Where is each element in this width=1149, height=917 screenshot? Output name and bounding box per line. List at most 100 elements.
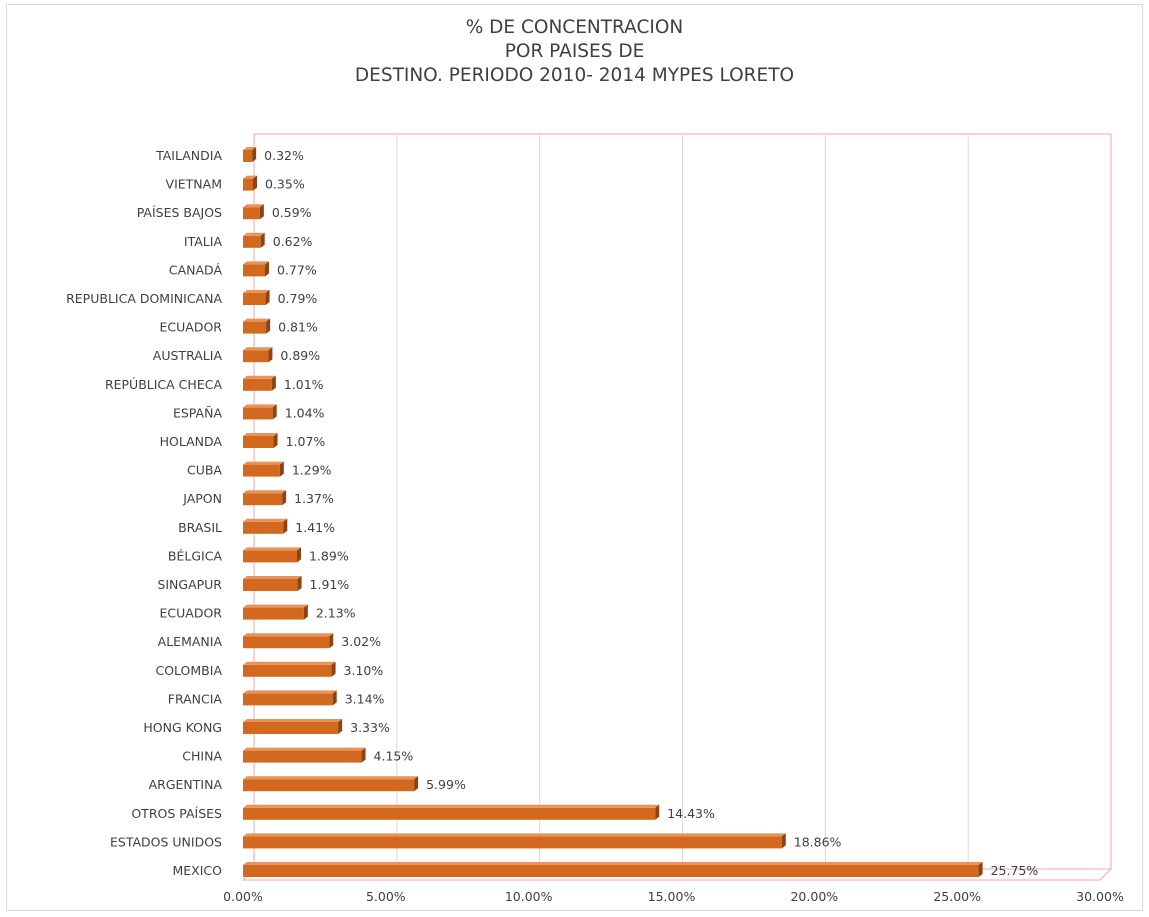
- bar: [243, 235, 261, 248]
- category-label: SINGAPUR: [157, 577, 222, 592]
- category-label: VIETNAM: [166, 177, 222, 192]
- data-label: 3.02%: [341, 634, 381, 649]
- bar-side-face: [264, 261, 269, 277]
- bar: [243, 693, 333, 706]
- data-label: 0.62%: [273, 234, 313, 249]
- bar-top-face: [243, 576, 302, 579]
- data-label: 3.14%: [345, 691, 385, 706]
- category-label: BÉLGICA: [168, 548, 223, 563]
- chart-title-line-1: % DE CONCENTRACION: [465, 17, 684, 38]
- data-label: 14.43%: [667, 806, 715, 821]
- data-label: 1.91%: [310, 577, 350, 592]
- data-label: 0.32%: [264, 148, 304, 163]
- category-label: ALEMANIA: [158, 634, 223, 649]
- bar-top-face: [243, 747, 366, 751]
- bar-top-face: [243, 661, 336, 665]
- bar: [243, 807, 656, 820]
- category-label: REPUBLICA DOMINICANA: [66, 291, 222, 306]
- bar-top-face: [243, 147, 257, 150]
- bar-side-face: [329, 633, 334, 649]
- bar-top-face: [243, 404, 277, 408]
- category-label: FRANCIA: [168, 691, 223, 706]
- category-label: MEXICO: [173, 863, 223, 878]
- data-label: 1.37%: [294, 491, 334, 506]
- data-label: 1.07%: [286, 434, 326, 449]
- bar: [243, 464, 280, 477]
- bar: [243, 378, 272, 391]
- bar-top-face: [243, 547, 301, 551]
- category-label: OTROS PAÍSES: [131, 806, 222, 821]
- bar-top-face: [243, 833, 786, 837]
- bar: [243, 436, 274, 448]
- chart-title-line-2: POR PAISES DE: [504, 41, 645, 62]
- bar: [243, 664, 332, 677]
- data-label: 1.29%: [292, 463, 332, 478]
- bar-side-face: [303, 604, 308, 620]
- bar-side-face: [283, 518, 288, 534]
- data-label: 0.35%: [265, 177, 305, 192]
- bar-top-face: [243, 261, 269, 265]
- bar-side-face: [332, 690, 337, 706]
- category-label: HONG KONG: [143, 720, 222, 735]
- category-label: COLOMBIA: [155, 663, 222, 678]
- category-label: CHINA: [182, 749, 222, 764]
- category-label: ESPAÑA: [173, 405, 222, 420]
- category-label: CUBA: [187, 463, 222, 478]
- data-label: 0.59%: [272, 205, 312, 220]
- bar-top-face: [243, 518, 288, 522]
- bar-side-face: [259, 204, 264, 220]
- bar: [243, 607, 304, 620]
- x-tick-label: 25.00%: [933, 889, 981, 904]
- x-tick-label: 20.00%: [790, 889, 838, 904]
- bar-side-face: [296, 547, 301, 563]
- bar: [243, 493, 283, 506]
- bar: [243, 636, 330, 649]
- data-label: 0.77%: [277, 262, 317, 277]
- bar: [243, 836, 782, 849]
- bar: [243, 865, 979, 877]
- data-label: 3.10%: [344, 663, 384, 678]
- data-label: 2.13%: [316, 606, 356, 621]
- bar: [243, 779, 415, 792]
- bar: [243, 264, 265, 277]
- data-label: 0.79%: [278, 291, 318, 306]
- chart-title-line-3: DESTINO. PERIODO 2010- 2014 MYPES LORETO: [354, 65, 795, 86]
- bar-top-face: [243, 776, 419, 780]
- bar-top-face: [243, 232, 265, 236]
- labels: 0.00% 5.00% 10.00% 15.00% 20.00% 25.00% 30.00%…: [66, 148, 1124, 904]
- data-label: 0.81%: [278, 320, 318, 335]
- bar-side-face: [338, 719, 343, 734]
- bar-top-face: [243, 633, 334, 637]
- category-label: CANADÁ: [169, 262, 223, 277]
- category-label: ECUADOR: [160, 606, 223, 621]
- category-label: BRASIL: [178, 520, 222, 535]
- bar: [243, 750, 362, 763]
- bar-side-face: [282, 490, 287, 506]
- bar-side-face: [414, 776, 419, 792]
- bar: [243, 178, 253, 191]
- bar-top-face: [243, 862, 983, 865]
- category-label: HOLANDA: [160, 434, 223, 449]
- bar-side-face: [268, 347, 273, 363]
- bar-top-face: [243, 347, 273, 351]
- bar-side-face: [265, 290, 270, 305]
- bar-side-face: [252, 175, 257, 191]
- bar-side-face: [655, 804, 660, 820]
- bar-top-face: [243, 204, 264, 208]
- data-label: 18.86%: [794, 834, 842, 849]
- chart-title: % DE CONCENTRACION POR PAISES DE DESTINO…: [0, 16, 1149, 88]
- data-label: 25.75%: [991, 863, 1039, 878]
- bar-side-face: [273, 433, 278, 448]
- bar-top-face: [243, 804, 660, 808]
- category-label: AUSTRALIA: [153, 348, 223, 363]
- bar: [243, 321, 267, 334]
- bar-top-face: [243, 719, 343, 722]
- category-label: REPÚBLICA CHECA: [105, 377, 223, 392]
- bar-top-face: [243, 604, 308, 608]
- bar-side-face: [260, 232, 265, 248]
- data-label: 1.04%: [285, 405, 325, 420]
- bar-side-face: [361, 747, 366, 763]
- data-label: 5.99%: [426, 777, 466, 792]
- bar-side-face: [252, 147, 257, 162]
